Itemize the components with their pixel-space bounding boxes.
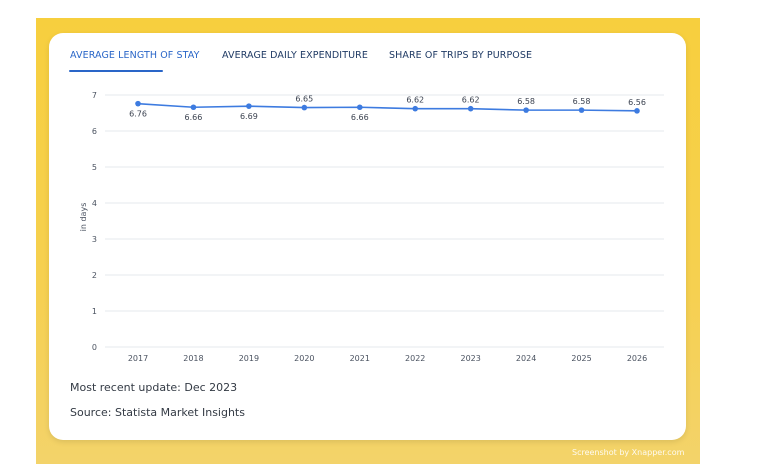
tab-average-daily-expenditure[interactable]: AVERAGE DAILY EXPENDITURE xyxy=(222,50,368,61)
data-label: 6.62 xyxy=(406,96,424,105)
y-tick-label: 7 xyxy=(92,91,97,100)
source-note: Source: Statista Market Insights xyxy=(70,406,245,419)
x-tick-label: 2019 xyxy=(239,354,259,363)
data-label: 6.69 xyxy=(240,112,258,121)
series-line xyxy=(137,102,638,112)
y-tick-label: 6 xyxy=(92,127,97,136)
x-tick-label: 2017 xyxy=(128,354,148,363)
data-point xyxy=(301,104,308,111)
data-point xyxy=(578,107,585,113)
x-tick-label: 2024 xyxy=(516,354,536,363)
active-tab-indicator xyxy=(69,70,163,72)
y-axis-label: in days xyxy=(79,203,88,232)
y-tick-label: 5 xyxy=(92,163,97,172)
data-label: 6.58 xyxy=(573,97,591,106)
data-label: 6.65 xyxy=(295,95,313,104)
chart-card: AVERAGE LENGTH OF STAY AVERAGE DAILY EXP… xyxy=(49,33,686,440)
y-tick-label: 1 xyxy=(92,307,97,316)
data-point xyxy=(412,105,419,112)
data-point xyxy=(523,107,529,113)
data-point xyxy=(246,103,252,109)
data-point xyxy=(135,100,141,107)
tab-bar: AVERAGE LENGTH OF STAY AVERAGE DAILY EXP… xyxy=(49,33,686,93)
data-label: 6.66 xyxy=(185,113,203,122)
data-label: 6.56 xyxy=(628,98,646,107)
data-point xyxy=(634,108,640,114)
x-tick-label: 2026 xyxy=(627,354,647,363)
x-tick-label: 2021 xyxy=(350,354,370,363)
data-point xyxy=(190,104,197,111)
data-label: 6.62 xyxy=(462,96,480,105)
data-label: 6.66 xyxy=(351,113,369,122)
x-tick-label: 2023 xyxy=(460,354,480,363)
x-tick-label: 2020 xyxy=(294,354,314,363)
y-tick-label: 4 xyxy=(92,199,97,208)
data-label: 6.76 xyxy=(129,110,147,119)
line-chart: 0 1 2 3 4 5 6 7 in days 2017 2018 2019 2020 2021 2022 2… xyxy=(79,91,664,363)
y-tick-label: 0 xyxy=(92,343,97,352)
y-tick-label: 2 xyxy=(92,271,97,280)
watermark-text: Screenshot by Xnapper.com xyxy=(572,448,685,457)
update-note: Most recent update: Dec 2023 xyxy=(70,381,238,394)
y-tick-label: 3 xyxy=(92,235,97,244)
x-tick-label: 2022 xyxy=(405,354,425,363)
x-tick-label: 2025 xyxy=(571,354,591,363)
data-point xyxy=(467,105,474,112)
data-label: 6.58 xyxy=(517,97,535,106)
data-point xyxy=(356,104,363,111)
x-tick-label: 2018 xyxy=(183,354,203,363)
tab-average-length-of-stay[interactable]: AVERAGE LENGTH OF STAY xyxy=(70,50,200,61)
tab-share-of-trips-by-purpose[interactable]: SHARE OF TRIPS BY PURPOSE xyxy=(389,50,533,61)
